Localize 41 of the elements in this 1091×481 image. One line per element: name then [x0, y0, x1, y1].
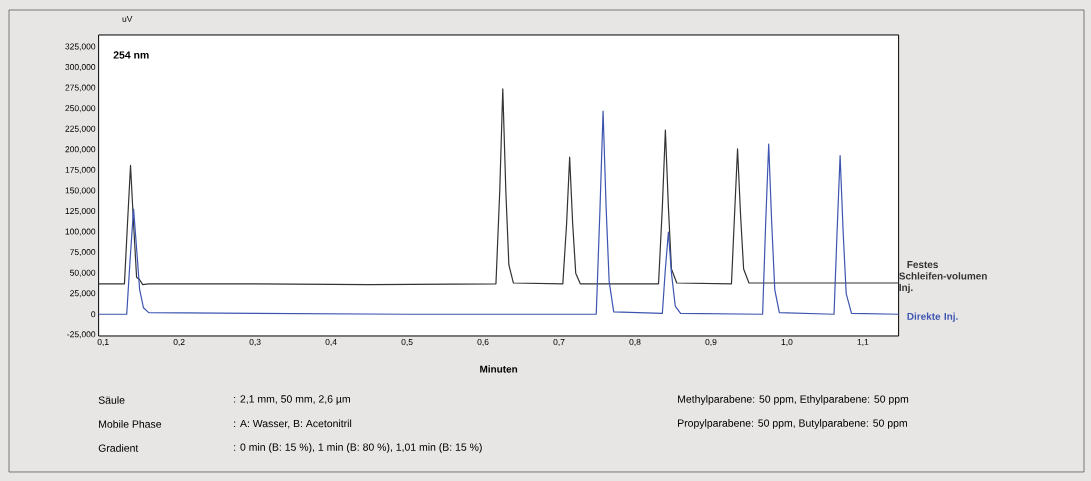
y-tick-label: 25,000	[70, 290, 96, 298]
y-tick-label: 225,000	[65, 125, 96, 133]
y-tick-label: 250,000	[65, 105, 96, 113]
x-tick-label: 0,1	[97, 339, 109, 346]
text: : A: Wasser, B: Acetonitril	[234, 419, 352, 429]
x-tick-label: 0,3	[249, 339, 261, 346]
y-tick-label: 325,000	[65, 43, 96, 51]
text: Säule	[98, 396, 125, 404]
text: Gradient	[98, 444, 139, 452]
x-tick-label: 0,5	[401, 339, 413, 346]
x-tick-label: 0,7	[553, 339, 565, 346]
y-tick-label: 300,000	[65, 64, 96, 72]
text: : 0 min (B: 15 %), 1 min (B: 80 %), 1,01 min (B: 15 %)	[234, 443, 482, 453]
text: Propylparabene: 50 ppm, Butylparabene: 50 ppm	[678, 419, 907, 429]
x-tick-label: 0,6	[477, 339, 489, 346]
line-series	[98, 110, 900, 315]
x-tick-label: 0,4	[325, 339, 337, 346]
y-tick-label: 175,000	[65, 166, 96, 174]
x-tick-label: 1,1	[857, 339, 869, 346]
y-tick-label: 275,000	[65, 84, 96, 92]
text: Mobile Phase	[99, 420, 162, 428]
y-axis-title: uV	[122, 16, 133, 22]
y-tick-label: 0	[91, 311, 96, 318]
y-tick-label: 200,000	[65, 146, 96, 154]
text: : 2,1 mm, 50 mm, 2,6 µm	[234, 395, 350, 405]
x-tick-label: 0,9	[705, 339, 717, 346]
x-tick-label: 0,2	[173, 339, 185, 346]
series-label: Festes Schleifen-volumen Inj.	[899, 261, 987, 293]
y-tick-label: 125,000	[65, 207, 96, 215]
y-tick-label: 100,000	[65, 228, 96, 236]
y-tick-label: 50,000	[70, 269, 96, 277]
series-label: Direkte Inj.	[907, 312, 958, 322]
line-series	[98, 88, 900, 286]
text: Methylparabene: 50 ppm, Ethylparabene: 50 ppm	[678, 395, 909, 405]
y-tick-label: 75,000	[70, 249, 96, 257]
y-tick-label: -25,000	[67, 331, 96, 339]
x-tick-label: 1,0	[781, 339, 793, 346]
annotation: 254 nm	[113, 51, 149, 59]
y-tick-label: 150,000	[65, 187, 96, 195]
x-axis-title: Minuten	[480, 365, 518, 373]
x-tick-label: 0,8	[629, 339, 641, 346]
